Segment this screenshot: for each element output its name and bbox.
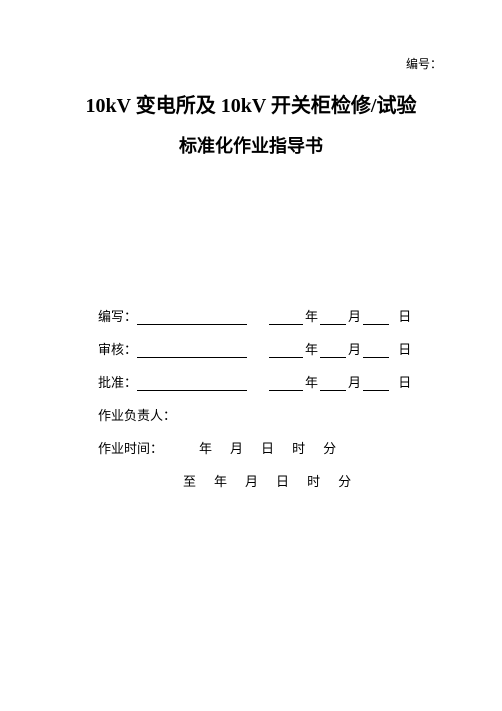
approve-month-field[interactable] [320,376,346,391]
approve-name-field[interactable] [137,376,247,391]
approve-year-field[interactable] [269,376,303,391]
review-month-field[interactable] [320,343,346,358]
review-day-field[interactable] [363,343,389,358]
time-hour-unit: 时 [307,471,320,490]
owner-label: 作业负责人： [98,405,176,424]
time-end-row: 至 年 月 日 时 分 [98,471,442,490]
gap [247,376,269,391]
day-unit: 日 [396,339,413,358]
title-line-2: 标准化作业指导书 [60,132,442,161]
day-unit: 日 [396,372,413,391]
review-year-field[interactable] [269,343,303,358]
month-unit: 月 [346,372,363,391]
form-area: 编写： 年 月 日 审核： 年 月 日 批准： [60,306,442,490]
page-container: 编号： 10kV 变电所及 10kV 开关柜检修/试验 标准化作业指导书 编写：… [0,0,502,544]
time-min-unit: 分 [323,438,336,457]
approve-day-field[interactable] [363,376,389,391]
review-name-field[interactable] [137,343,247,358]
year-unit: 年 [303,339,320,358]
time-year-unit: 年 [199,438,212,457]
document-number-label: 编号： [60,55,442,72]
approve-label: 批准： [98,372,137,391]
time-year-unit: 年 [214,471,227,490]
gap [247,310,269,325]
time-min-unit: 分 [338,471,351,490]
write-month-field[interactable] [320,310,346,325]
write-day-field[interactable] [363,310,389,325]
write-year-field[interactable] [269,310,303,325]
review-row: 审核： 年 月 日 [98,339,442,358]
gap [247,343,269,358]
time-start-label: 作业时间： [98,438,163,457]
day-unit: 日 [396,306,413,325]
year-unit: 年 [303,372,320,391]
day-unit [389,342,396,358]
review-label: 审核： [98,339,137,358]
time-day-unit: 日 [276,471,289,490]
time-start-row: 作业时间： 年 月 日 时 分 [98,438,442,457]
month-unit: 月 [346,339,363,358]
write-label: 编写： [98,306,137,325]
day-unit [389,375,396,391]
year-unit: 年 [303,306,320,325]
day-unit [389,309,396,325]
owner-row: 作业负责人： [98,405,442,424]
time-day-unit: 日 [261,438,274,457]
time-month-unit: 月 [230,438,243,457]
approve-row: 批准： 年 月 日 [98,372,442,391]
month-unit: 月 [346,306,363,325]
time-month-unit: 月 [245,471,258,490]
write-row: 编写： 年 月 日 [98,306,442,325]
time-hour-unit: 时 [292,438,305,457]
write-name-field[interactable] [137,310,247,325]
title-block: 10kV 变电所及 10kV 开关柜检修/试验 标准化作业指导书 [60,90,442,161]
title-line-1: 10kV 变电所及 10kV 开关柜检修/试验 [60,90,442,122]
time-end-label: 至 [183,471,196,490]
